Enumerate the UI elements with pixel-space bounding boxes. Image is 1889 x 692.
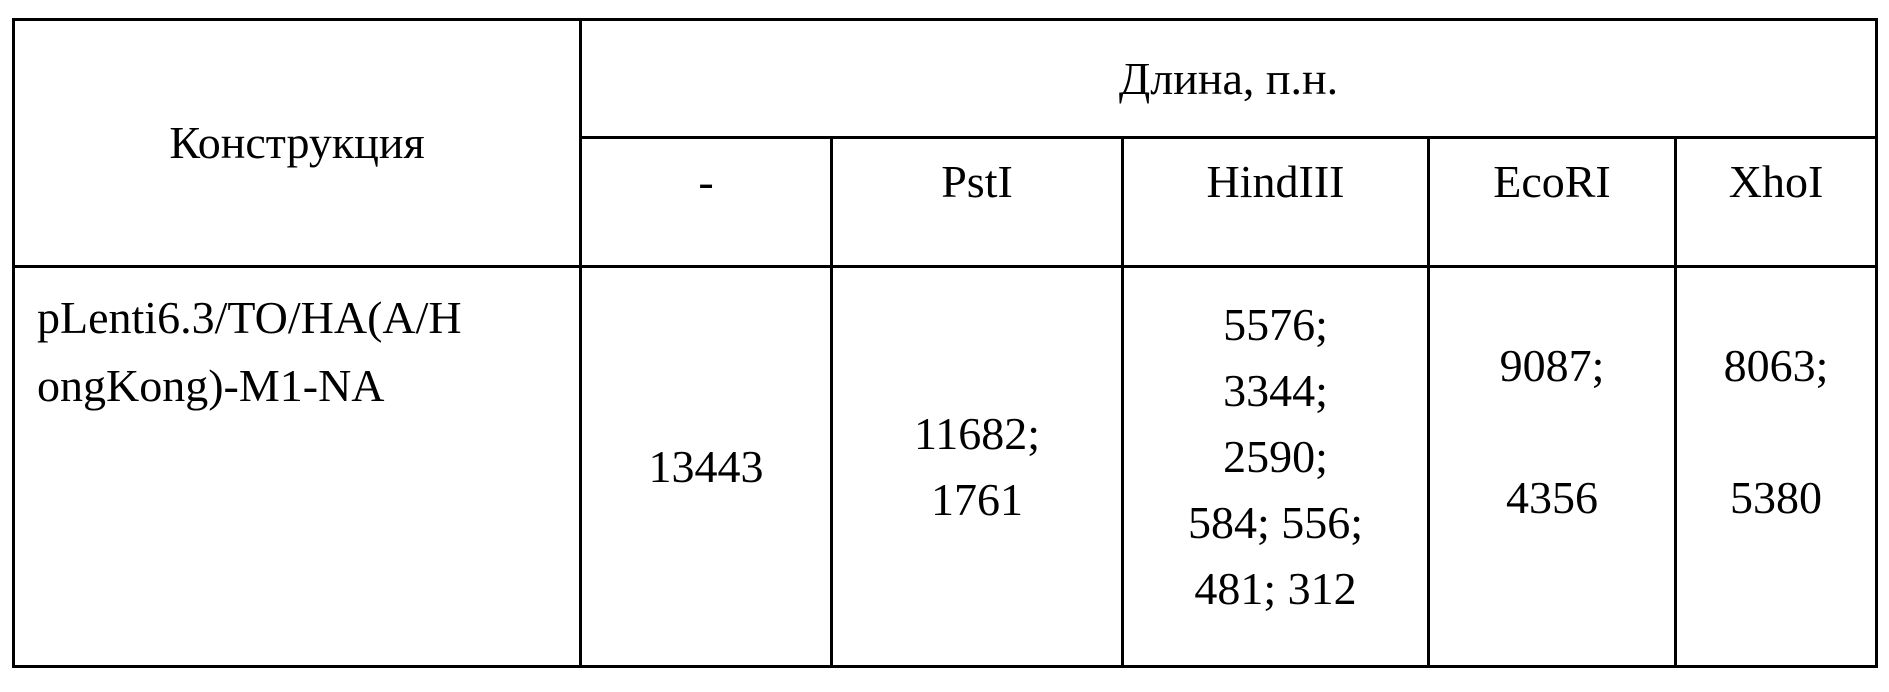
value: 9087; (1438, 333, 1666, 399)
header-enzyme-xhoi: XhoI (1676, 138, 1877, 267)
value: 2590; (1132, 424, 1419, 490)
table-row: pLenti6.3/TO/HA(A/H ongKong)-M1-NA 13443… (14, 267, 1877, 667)
cell-hindiii: 5576; 3344; 2590; 584; 556; 481; 312 (1123, 267, 1429, 667)
value: 5380 (1685, 465, 1867, 531)
cell-none: 13443 (581, 267, 832, 667)
header-enzyme-ecori: EcoRI (1429, 138, 1676, 267)
construct-line: pLenti6.3/TO/HA(A/H (37, 284, 571, 352)
construct-line: ongKong)-M1-NA (37, 352, 571, 420)
cell-construct: pLenti6.3/TO/HA(A/H ongKong)-M1-NA (14, 267, 581, 667)
header-length: Длина, п.н. (581, 20, 1877, 138)
value: 11682; (841, 401, 1113, 467)
cell-ecori: 9087; 4356 (1429, 267, 1676, 667)
spacer (1438, 399, 1666, 465)
value: 584; 556; (1132, 490, 1419, 556)
value: 5576; (1132, 292, 1419, 358)
header-construct: Конструкция (14, 20, 581, 267)
cell-xhoi: 8063; 5380 (1676, 267, 1877, 667)
value: 8063; (1685, 333, 1867, 399)
value: 3344; (1132, 358, 1419, 424)
value: 1761 (841, 467, 1113, 533)
header-enzyme-none: - (581, 138, 832, 267)
value: 4356 (1438, 465, 1666, 531)
header-row-1: Конструкция Длина, п.н. (14, 20, 1877, 138)
restriction-table: Конструкция Длина, п.н. - PstI HindIII E… (12, 18, 1878, 668)
cell-psti: 11682; 1761 (832, 267, 1123, 667)
spacer (1685, 399, 1867, 465)
header-enzyme-hindiii: HindIII (1123, 138, 1429, 267)
value: 13443 (590, 434, 822, 500)
value: 481; 312 (1132, 556, 1419, 622)
header-enzyme-psti: PstI (832, 138, 1123, 267)
